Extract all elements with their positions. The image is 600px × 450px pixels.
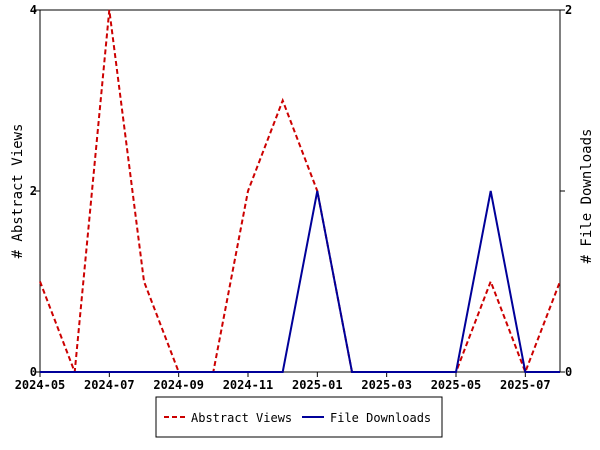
x-tick-label: 2025-05	[431, 378, 482, 392]
y-axis-ticks: 0 2 4	[30, 3, 40, 379]
series-lines	[39, 9, 561, 375]
x-tick-label: 2024-09	[153, 378, 204, 392]
legend-items: Abstract Views File Downloads	[164, 411, 431, 425]
y-tick-label: 0	[30, 365, 37, 379]
x-tick-label: 2024-07	[84, 378, 135, 392]
x-tick-label: 2024-11	[223, 378, 274, 392]
y2-tick-label: 2	[565, 3, 572, 17]
y-tick-label: 2	[30, 184, 37, 198]
y2-axis-ticks: 02	[560, 3, 572, 379]
x-tick-label: 2025-03	[361, 378, 412, 392]
y-tick-label: 4	[30, 3, 37, 17]
y2-tick-label: 0	[565, 365, 572, 379]
x-tick-label: 2025-07	[500, 378, 551, 392]
legend-box	[155, 396, 443, 438]
x-tick-label: 2025-01	[292, 378, 343, 392]
series-line-file-downloads	[40, 190, 560, 373]
legend: Abstract Views File Downloads	[155, 396, 443, 438]
y2-axis-title: # File Downloads	[579, 129, 595, 264]
y-axis-title: # Abstract Views	[10, 124, 26, 259]
x-axis-ticks: 2024-05 2024-07 2024-09 2024-11 2025-01 2025-…	[15, 372, 551, 392]
legend-label: File Downloads	[330, 411, 431, 425]
plot-area	[39, 9, 561, 373]
legend-label: Abstract Views	[191, 411, 292, 425]
x-tick-label: 2024-05	[15, 378, 66, 392]
series-line-abstract-views	[39, 9, 561, 375]
